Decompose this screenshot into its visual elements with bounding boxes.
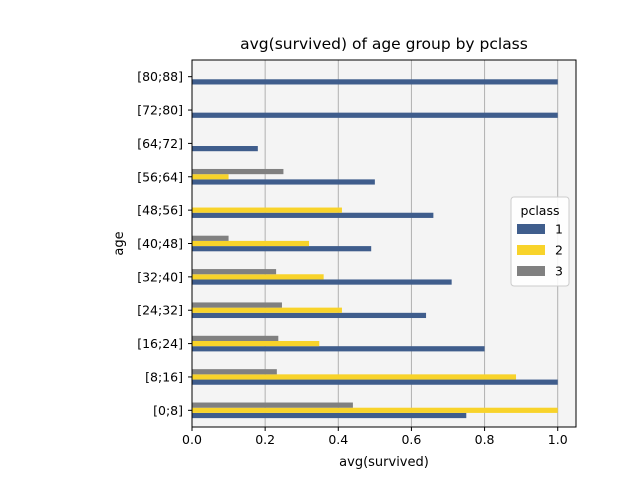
y-axis: [0;8] [8;16] [16;24] [24;32] [32;40] [40;48] [… — [137, 69, 192, 418]
x-axis: 0.0 0.2 0.4 0.6 0.8 1.0 — [182, 427, 568, 447]
bar — [192, 369, 277, 375]
legend-label: 3 — [555, 264, 563, 279]
legend-box — [510, 196, 570, 287]
bar — [192, 335, 279, 341]
bars — [192, 79, 558, 419]
y-tick-label: [8;16] — [145, 369, 183, 384]
bar — [192, 340, 320, 347]
y-tick-label: [80;88] — [137, 69, 183, 84]
bar — [192, 168, 284, 175]
bar — [192, 374, 517, 380]
y-tick-label: [24;32] — [137, 303, 183, 318]
chart-title: avg(survived) of age group by pclass — [240, 35, 528, 53]
x-tick-label: 1.0 — [548, 432, 568, 447]
bar — [192, 235, 229, 241]
x-axis-title: avg(survived) — [339, 455, 429, 470]
legend-swatch — [517, 224, 545, 234]
bar — [192, 407, 558, 413]
legend-label: 2 — [555, 243, 563, 258]
legend-label: 1 — [555, 222, 563, 237]
x-tick-label: 0.6 — [401, 432, 421, 447]
x-tick-label: 0.0 — [182, 432, 202, 447]
bar — [192, 402, 353, 408]
y-tick-label: [72;80] — [137, 103, 183, 118]
y-tick-label: [32;40] — [137, 269, 183, 284]
y-tick-label: [48;56] — [137, 203, 183, 218]
bar — [192, 246, 372, 252]
bar — [192, 312, 427, 319]
bar — [192, 302, 282, 308]
bar — [192, 269, 277, 275]
legend-title: pclass — [521, 203, 560, 218]
y-axis-title: age — [112, 231, 127, 255]
bar — [192, 240, 310, 247]
x-tick-label: 0.8 — [475, 432, 495, 447]
bar — [192, 412, 467, 419]
bar — [192, 179, 375, 185]
bar — [192, 346, 485, 352]
bar — [192, 146, 258, 152]
legend: pclass 1 2 3 — [510, 196, 570, 287]
y-tick-label: [64;72] — [137, 136, 183, 151]
legend-swatch — [517, 245, 545, 255]
bar — [192, 174, 229, 180]
legend-swatch — [517, 266, 545, 276]
bar — [192, 279, 452, 285]
x-tick-label: 0.2 — [255, 432, 275, 447]
bar — [192, 212, 434, 218]
bar — [192, 379, 558, 385]
y-tick-label: [0;8] — [153, 403, 183, 418]
y-tick-label: [40;48] — [137, 236, 183, 251]
bar — [192, 79, 558, 85]
bar — [192, 274, 324, 280]
y-tick-label: [56;64] — [137, 169, 183, 184]
bar — [192, 112, 558, 118]
x-tick-label: 0.4 — [328, 432, 348, 447]
bar — [192, 207, 342, 213]
bar — [192, 307, 342, 313]
y-tick-label: [16;24] — [137, 336, 183, 351]
